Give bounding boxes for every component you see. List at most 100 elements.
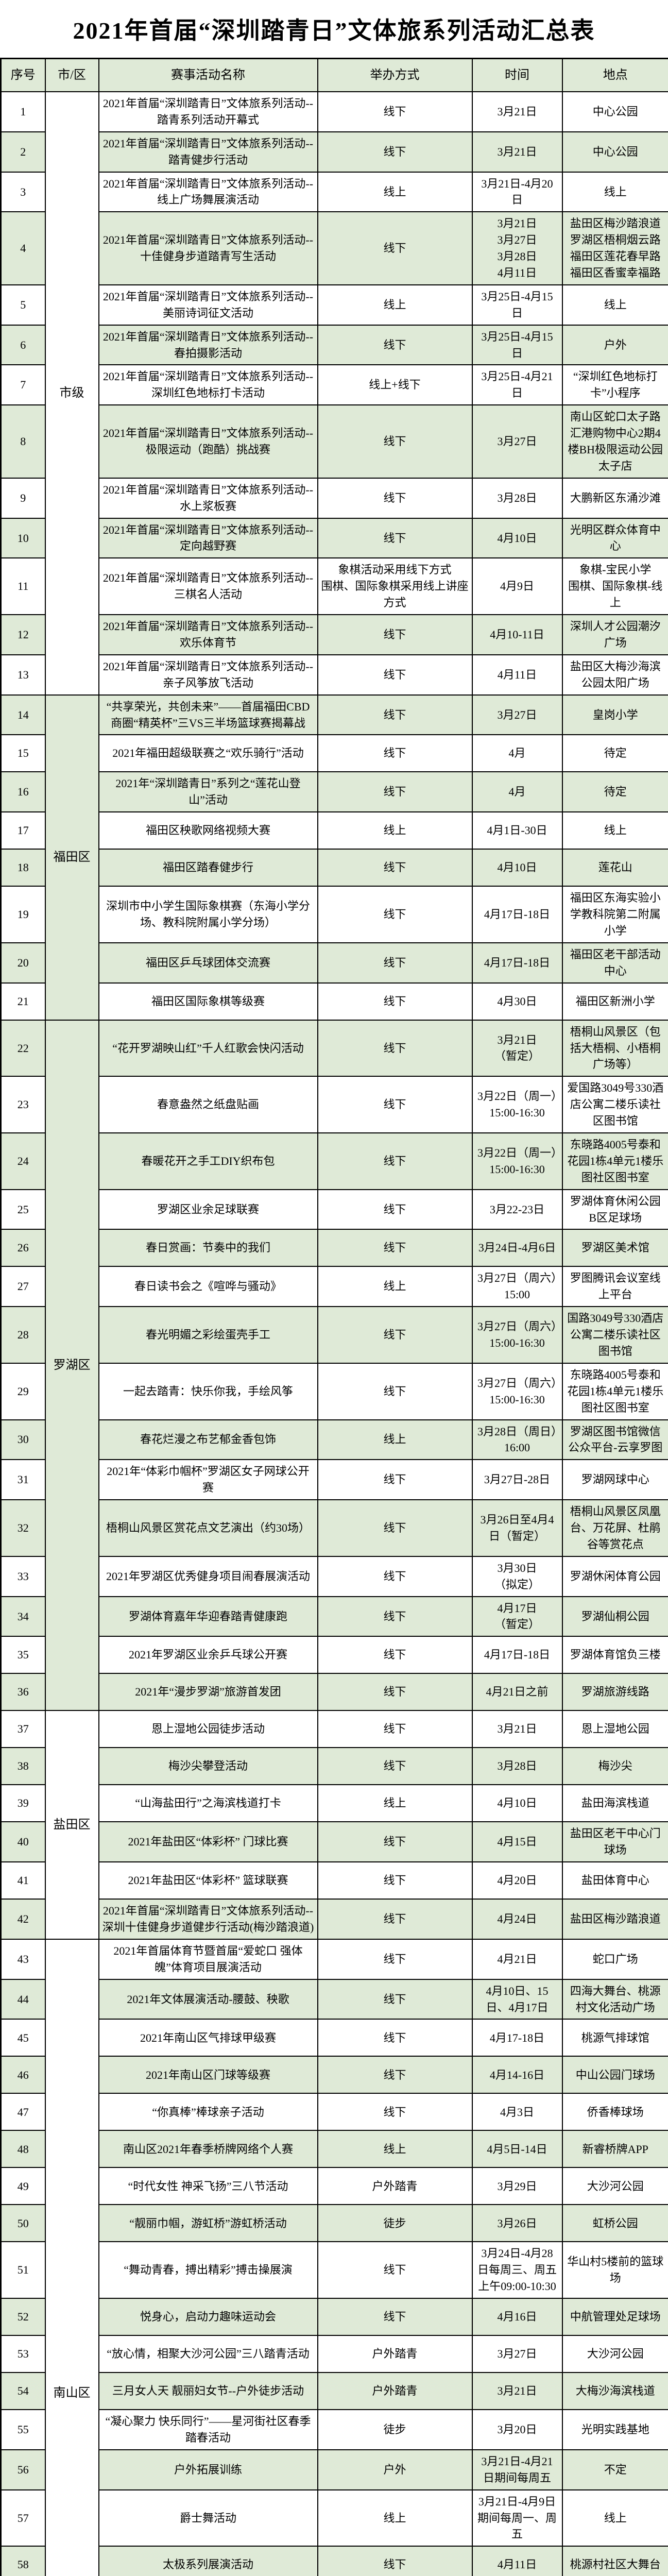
- cell-location: 盐田体育中心: [561, 1861, 668, 1900]
- cell-method: 线下: [317, 1132, 473, 1190]
- cell-method: 象棋活动采用线下方式 围棋、国际象棋采用线上讲座方式: [317, 557, 473, 616]
- cell-method: 线下: [317, 734, 473, 773]
- cell-method: 线下: [317, 211, 473, 285]
- cell-location: 盐田海滨栈道: [561, 1784, 668, 1823]
- cell-location: 光明实践基地: [561, 2409, 668, 2450]
- table-row: 4 2021年首届“深圳踏青日”文体旅系列活动--十佳健身步道踏青写生活动 线下 3月…: [0, 211, 668, 285]
- cell-time: 3月21日 3月27日 3月28日 4月11日: [471, 211, 563, 285]
- cell-name: 2021年罗湖区业余乒乓球公开赛: [98, 1636, 318, 1674]
- table-row: 47 “你真棒”棒球亲子活动 线下 4月3日 侨香棒球场: [0, 2093, 668, 2131]
- cell-location: 户外: [561, 324, 668, 366]
- table-row: 5 2021年首届“深圳踏青日”文体旅系列活动--美丽诗词征文活动 线上 3月25日-…: [0, 284, 668, 326]
- table-row: 21 福田区国际象棋等级赛 线下 4月30日 福田区新洲小学: [0, 982, 668, 1021]
- cell-no: 4: [0, 211, 46, 285]
- cell-location: 罗湖休闲体育公园: [561, 1555, 668, 1597]
- cell-location: 梧桐山风景区（包括大梧桐、小梧桐广场等）: [561, 1019, 668, 1077]
- table-row: 19 深圳市中小学生国际象棋赛（东海小学分场、教科院附属小学分场） 线下 4月17日-…: [0, 886, 668, 943]
- cell-name: 2021年罗湖区优秀健身项目闹春展演活动: [98, 1555, 318, 1597]
- cell-method: 线下: [317, 886, 473, 943]
- cell-name: 春日读书会之《喧哗与骚动》: [98, 1266, 318, 1308]
- table-row: 54 三月女人天 靓丽妇女节--户外徒步活动 户外踏青 3月21日 大梅沙海滨栈道: [0, 2372, 668, 2411]
- table-row: 46 2021年南山区门球等级赛 线下 4月14-16日 中山公园门球场: [0, 2056, 668, 2094]
- cell-method: 线上: [317, 2489, 473, 2547]
- cell-no: 11: [0, 557, 46, 616]
- table-row: 58 太极系列展演活动 线下 4月11日 桃源村社区大舞台: [0, 2546, 668, 2576]
- cell-name: 福田区国际象棋等级赛: [98, 982, 318, 1021]
- cell-method: 线下: [317, 1938, 473, 1980]
- table-row: 38 梅沙尖攀登活动 线下 3月28日 梅沙尖: [0, 1747, 668, 1786]
- cell-time: 3月25日-4月15日: [471, 324, 563, 366]
- cell-time: 4月5日-14日: [471, 2130, 563, 2168]
- cell-method: 线下: [317, 1636, 473, 1674]
- cell-no: 27: [0, 1266, 46, 1308]
- cell-location: 国路3049号330酒店公寓二楼乐读社区图书馆: [561, 1306, 668, 1364]
- cell-time: 3月22日（周一）15:00-16:30: [471, 1132, 563, 1190]
- cell-name: “你真棒”棒球亲子活动: [98, 2093, 318, 2131]
- cell-district: 福田区: [44, 694, 99, 1021]
- cell-name: 恩上湿地公园徒步活动: [98, 1710, 318, 1749]
- cell-name: 三月女人天 靓丽妇女节--户外徒步活动: [98, 2372, 318, 2411]
- cell-location: 梧桐山风景区凤凰台、万花屏、杜鹃谷等赏花点: [561, 1499, 668, 1557]
- cell-location: 南山区蛇口太子路汇港购物中心2期4楼BH极限运动公园太子店: [561, 404, 668, 479]
- cell-no: 3: [0, 171, 46, 213]
- cell-method: 线下: [317, 477, 473, 519]
- cell-time: 3月27日（周六）15:00: [471, 1266, 563, 1308]
- cell-no: 40: [0, 1821, 46, 1863]
- cell-location: 桃源村社区大舞台: [561, 2546, 668, 2576]
- cell-location: 不定: [561, 2449, 668, 2490]
- cell-method: 线上: [317, 171, 473, 213]
- cell-time: 3月21日-4月21日期间每周五: [471, 2449, 563, 2490]
- cell-time: 3月30日 （拟定）: [471, 1555, 563, 1597]
- cell-name: “花开罗湖映山红”千人红歌会快闪活动: [98, 1019, 318, 1077]
- table-row: 52 悦身心，启动力趣味运动会 线下 4月16日 中航管理处足球场: [0, 2298, 668, 2336]
- cell-no: 13: [0, 654, 46, 696]
- cell-time: 4月10日、15日、4月17日: [471, 1978, 563, 2020]
- cell-method: 线下: [317, 2241, 473, 2299]
- table-row: 7 2021年首届“深圳踏青日”文体旅系列活动--深圳红色地标打卡活动 线上+线下 3…: [0, 364, 668, 406]
- table-row: 49 “时代女性 神采飞扬”三八节活动 户外踏青 3月29日 大沙河公园: [0, 2167, 668, 2206]
- cell-name: 2021年文体展演活动-腰鼓、秧歌: [98, 1978, 318, 2020]
- cell-name: 梅沙尖攀登活动: [98, 1747, 318, 1786]
- cell-name: 太极系列展演活动: [98, 2546, 318, 2576]
- cell-no: 2: [0, 131, 46, 173]
- cell-no: 18: [0, 849, 46, 887]
- cell-location: “深圳红色地标打卡”小程序: [561, 364, 668, 406]
- cell-location: 大梅沙海滨栈道: [561, 2372, 668, 2411]
- table-row: 25 罗湖区业余足球联赛 线下 3月22-23日 罗湖体育休闲公园 B区足球场: [0, 1189, 668, 1230]
- cell-location: 福田区老干部活动中心: [561, 942, 668, 984]
- cell-method: 线下: [317, 2056, 473, 2094]
- cell-name: 春光明媚之彩绘蛋壳手工: [98, 1306, 318, 1364]
- cell-no: 28: [0, 1306, 46, 1364]
- cell-method: 线上: [317, 1266, 473, 1308]
- header-row: 序号 市/区 赛事活动名称 举办方式 时间 地点: [0, 58, 668, 92]
- cell-no: 32: [0, 1499, 46, 1557]
- cell-location: 罗湖体育馆负三楼: [561, 1636, 668, 1674]
- cell-name: 罗湖体育嘉年华迎春踏青健康跑: [98, 1596, 318, 1637]
- cell-location: 大沙河公园: [561, 2335, 668, 2374]
- cell-time: 3月21日: [471, 1710, 563, 1749]
- table-row: 29 一起去踏青：快乐你我，手绘风筝 线下 3月27日（周六）15:00-16:30 东…: [0, 1362, 668, 1420]
- cell-no: 56: [0, 2449, 46, 2490]
- cell-name: 2021年首届“深圳踏青日”文体旅系列活动--水上浆板赛: [98, 477, 318, 519]
- cell-method: 线下: [317, 1076, 473, 1133]
- cell-no: 48: [0, 2130, 46, 2168]
- table-row: 41 2021年盐田区“体彩杯” 篮球联赛 线下 4月20日 盐田体育中心: [0, 1861, 668, 1900]
- cell-location: 待定: [561, 734, 668, 773]
- cell-no: 7: [0, 364, 46, 406]
- cell-time: 4月17日-18日: [471, 886, 563, 943]
- activities-table: 序号 市/区 赛事活动名称 举办方式 时间 地点 1 市级 2021年首届“深圳踏青日”文体旅…: [0, 58, 668, 2576]
- column-header-2: 赛事活动名称: [98, 58, 318, 92]
- cell-location: 盐田区大梅沙海滨公园太阳广场: [561, 654, 668, 696]
- cell-location: 盐田区老干中心门球场: [561, 1821, 668, 1863]
- cell-time: 4月14-16日: [471, 2056, 563, 2094]
- cell-time: 3月22日（周一）15:00-16:30: [471, 1076, 563, 1133]
- cell-name: 户外拓展训练: [98, 2449, 318, 2490]
- cell-location: 四海大舞台、桃源村文化活动广场: [561, 1978, 668, 2020]
- cell-name: 2021年南山区门球等级赛: [98, 2056, 318, 2094]
- cell-name: 2021年首届“深圳踏青日”文体旅系列活动--踏青系列活动开幕式: [98, 91, 318, 132]
- cell-location: 盐田区梅沙踏浪道 罗湖区梧桐烟云路 福田区莲花春早路 福田区香蜜幸福路: [561, 211, 668, 285]
- cell-time: 3月21日-4月9日期间每周一、周五: [471, 2489, 563, 2547]
- cell-no: 51: [0, 2241, 46, 2299]
- column-header-5: 地点: [561, 58, 668, 92]
- cell-location: 中航管理处足球场: [561, 2298, 668, 2336]
